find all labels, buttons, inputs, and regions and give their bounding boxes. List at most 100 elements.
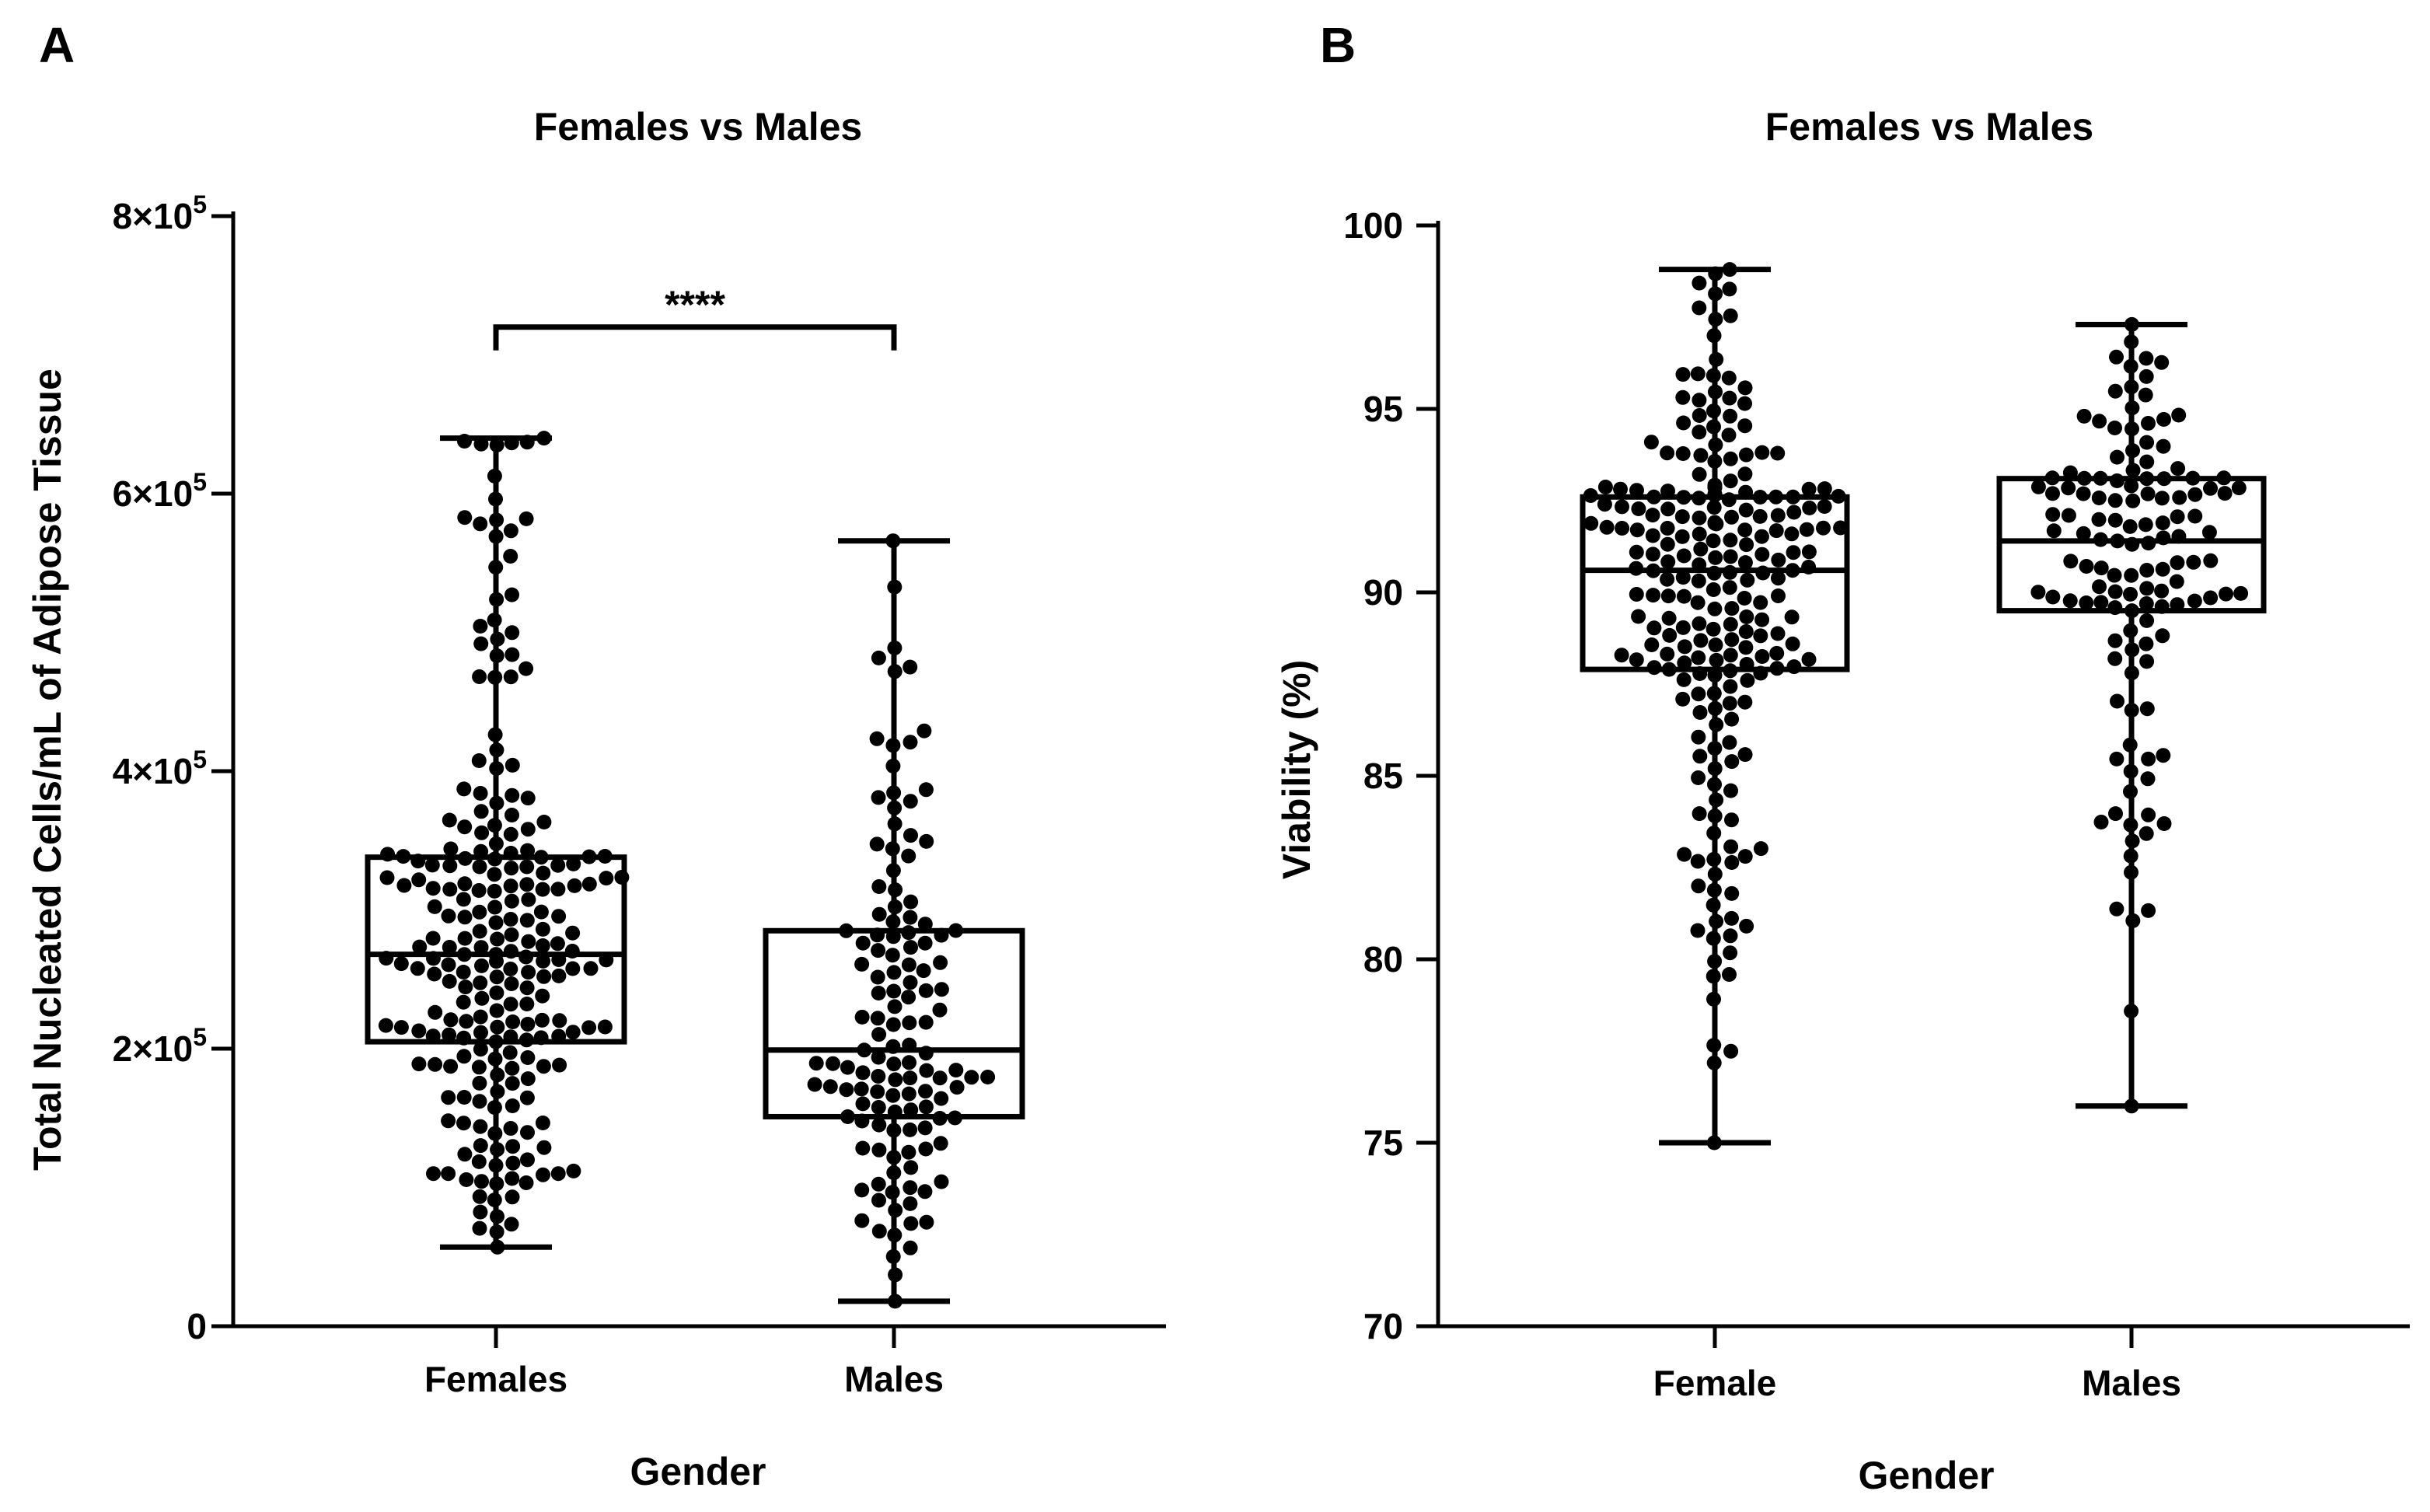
data-point	[903, 1216, 919, 1231]
data-point	[2233, 585, 2249, 601]
data-point	[903, 975, 918, 990]
data-point	[2187, 593, 2202, 609]
data-point	[1692, 424, 1707, 440]
data-point	[1692, 749, 1708, 764]
y-tick-label: 8×105	[113, 190, 207, 236]
data-point	[505, 647, 520, 662]
data-point	[1740, 572, 1755, 588]
data-point	[505, 1060, 520, 1076]
data-point	[503, 878, 518, 894]
data-point	[1675, 620, 1691, 635]
data-point	[551, 909, 567, 924]
data-point	[2076, 408, 2092, 424]
data-point	[1737, 418, 1753, 434]
data-point	[1723, 408, 1738, 424]
data-point	[379, 870, 395, 885]
data-point	[2046, 523, 2062, 539]
data-point	[412, 939, 428, 955]
data-point	[1723, 928, 1738, 944]
y-tick-label: 90	[1363, 572, 1403, 613]
x-tick-label: Females	[424, 1359, 567, 1399]
data-point	[871, 906, 887, 922]
data-point	[949, 1080, 965, 1095]
data-point	[1692, 300, 1707, 316]
data-point	[425, 931, 441, 946]
data-point	[565, 961, 581, 976]
data-point	[474, 990, 490, 1006]
data-point	[505, 1098, 520, 1113]
data-point	[1708, 550, 1723, 565]
data-point	[2061, 508, 2076, 523]
data-point	[505, 1014, 521, 1029]
data-point	[932, 1002, 948, 1018]
data-point	[457, 931, 473, 946]
panel-letter-b: B	[1320, 17, 1356, 73]
data-point	[442, 882, 458, 897]
data-point	[518, 1175, 534, 1190]
data-point	[473, 804, 489, 819]
data-point	[1753, 595, 1768, 610]
y-tick-label: 4×105	[113, 746, 207, 791]
data-point	[918, 983, 934, 998]
data-point	[822, 1079, 838, 1095]
data-point	[902, 1015, 917, 1031]
data-point	[443, 1012, 459, 1028]
data-point	[903, 735, 918, 750]
data-point	[902, 1055, 916, 1070]
data-point	[1784, 526, 1800, 542]
data-point	[2156, 438, 2171, 454]
data-point	[472, 859, 487, 875]
data-point	[1723, 945, 1738, 961]
data-point	[1646, 588, 1661, 603]
x-tick-label: Female	[1653, 1363, 1777, 1403]
data-point	[886, 965, 902, 980]
data-point	[521, 965, 536, 980]
data-point	[2154, 491, 2170, 506]
data-point	[505, 587, 519, 602]
data-point	[1646, 620, 1662, 636]
data-point	[473, 1042, 488, 1057]
data-point	[1692, 466, 1707, 482]
data-point	[441, 1113, 456, 1129]
data-point	[1660, 554, 1676, 570]
data-point	[550, 1166, 566, 1182]
data-point	[1691, 686, 1706, 702]
boxes-b	[1580, 267, 2267, 1146]
data-point	[1674, 509, 1690, 525]
data-point	[1802, 500, 1817, 515]
data-point	[536, 969, 552, 984]
data-point	[473, 1009, 488, 1025]
data-point	[428, 1056, 443, 1072]
data-point	[2107, 512, 2123, 528]
data-point	[1693, 541, 1709, 557]
data-point	[456, 965, 471, 979]
data-point	[502, 1045, 518, 1060]
data-point	[520, 1125, 535, 1140]
data-point	[903, 910, 918, 925]
data-point	[1675, 367, 1691, 382]
data-point	[505, 787, 520, 803]
data-point	[551, 968, 567, 983]
data-point	[2203, 553, 2219, 568]
data-point	[2139, 454, 2155, 470]
data-point	[535, 921, 550, 937]
data-point	[2109, 901, 2125, 917]
data-point	[1737, 849, 1753, 864]
data-point	[903, 1240, 918, 1255]
data-point	[2170, 509, 2185, 525]
panel-letter-a: A	[39, 17, 75, 73]
data-point	[2156, 412, 2171, 427]
data-point	[441, 1166, 456, 1182]
data-point	[1771, 571, 1786, 586]
data-point	[393, 956, 409, 972]
data-point	[918, 1099, 934, 1115]
data-point	[1754, 529, 1769, 544]
y-tick-label: 95	[1363, 389, 1403, 429]
data-point	[474, 1174, 489, 1189]
data-point	[1690, 923, 1706, 938]
data-point	[520, 1017, 536, 1032]
data-point	[550, 936, 565, 952]
data-point	[456, 994, 471, 1010]
data-point	[536, 1167, 550, 1182]
data-point	[826, 1056, 840, 1071]
